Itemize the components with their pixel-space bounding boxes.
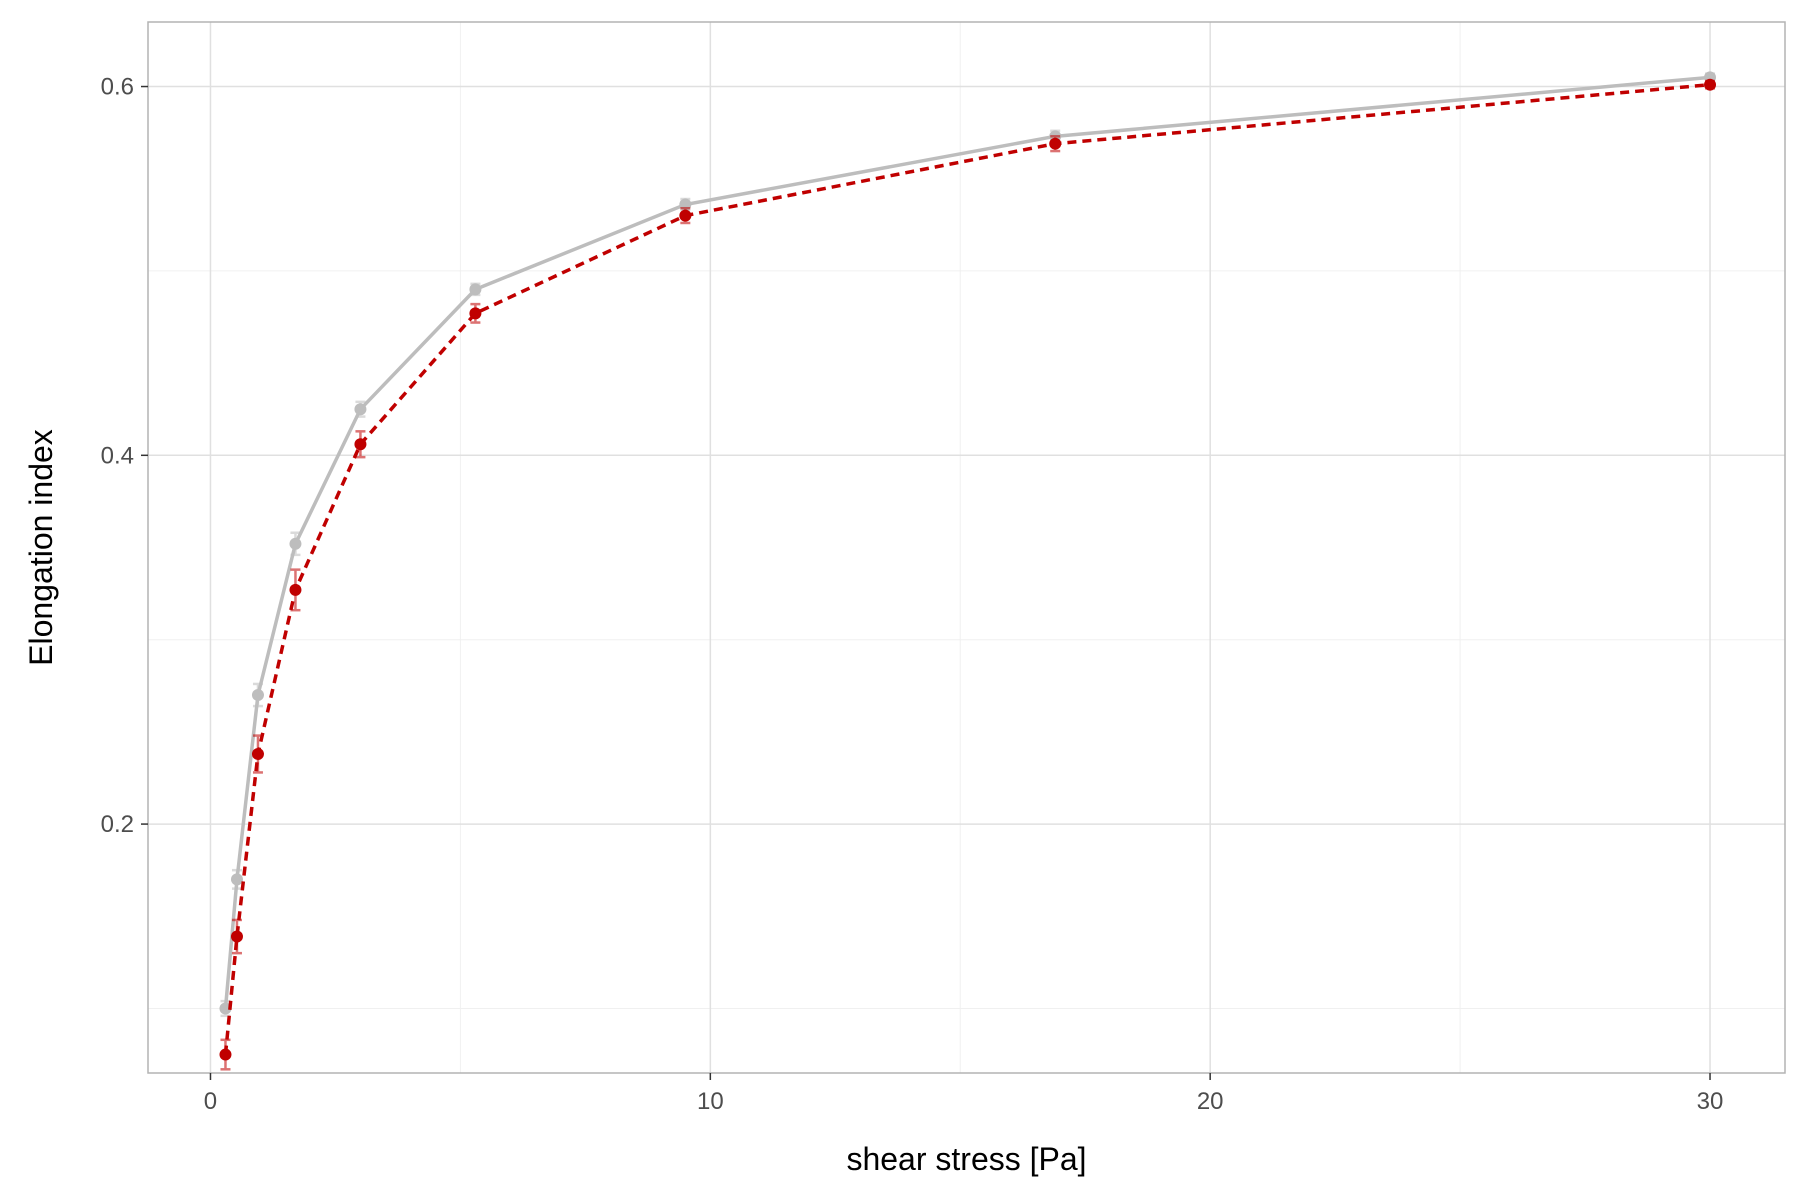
y-axis-ticks: 0.2 0.4 0.6 (101, 74, 148, 838)
data-point (354, 403, 367, 416)
data-point (289, 583, 302, 596)
data-point (219, 1048, 232, 1061)
series-0 (219, 71, 1717, 1018)
x-axis-ticks: 0 10 20 30 (204, 1073, 1724, 1115)
data-point (230, 873, 243, 886)
y-axis-title: Elongation index (23, 429, 59, 666)
plot-panel-border (147, 21, 1786, 1074)
x-axis-title: shear stress [Pa] (846, 1141, 1086, 1177)
grid-lines (148, 22, 1785, 1073)
series-line-1 (223, 82, 1711, 1055)
x-tick-label: 30 (1697, 1088, 1724, 1115)
data-point (469, 283, 482, 296)
x-tick-label: 0 (204, 1088, 217, 1115)
y-tick-label: 0.4 (101, 442, 134, 469)
x-tick-label: 10 (697, 1088, 724, 1115)
data-point (1704, 78, 1717, 91)
y-tick-label: 0.6 (101, 74, 134, 101)
data-point (289, 537, 302, 550)
data-point (219, 1002, 232, 1015)
data-point (251, 689, 264, 702)
series-1 (219, 78, 1717, 1071)
y-tick-label: 0.2 (101, 811, 134, 838)
x-tick-label: 20 (1197, 1088, 1224, 1115)
series-line-0 (223, 75, 1711, 1009)
data-point (230, 930, 243, 943)
data-point (679, 209, 692, 222)
data-point (1049, 137, 1062, 150)
data-point (251, 748, 264, 761)
data-point (469, 307, 482, 320)
series-layer (219, 71, 1717, 1071)
data-point (354, 438, 367, 451)
